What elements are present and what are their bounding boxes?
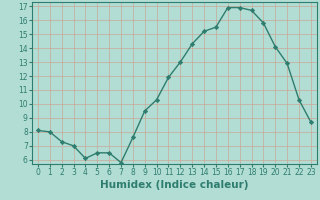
X-axis label: Humidex (Indice chaleur): Humidex (Indice chaleur) <box>100 180 249 190</box>
